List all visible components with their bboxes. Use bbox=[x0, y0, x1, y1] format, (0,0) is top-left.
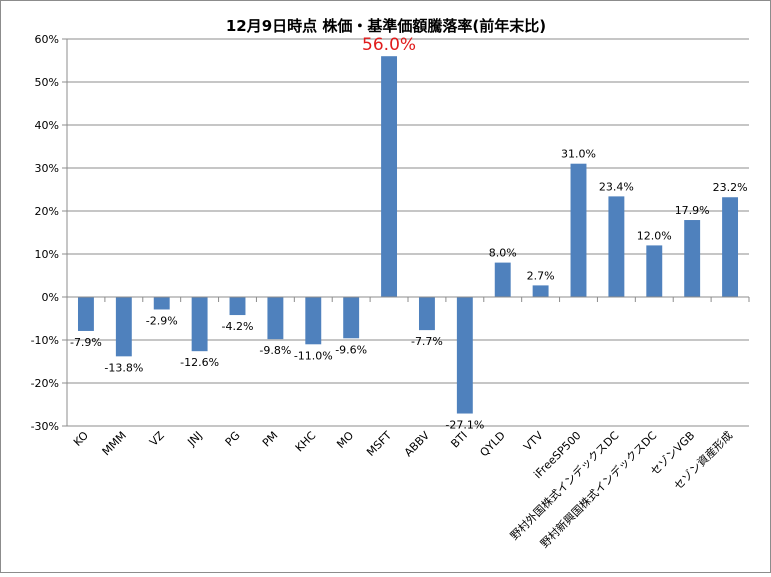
bar bbox=[153, 297, 170, 310]
bar bbox=[494, 262, 511, 297]
data-label: 23.4% bbox=[599, 180, 634, 193]
y-tick-label: -10% bbox=[31, 334, 59, 347]
bar bbox=[191, 297, 208, 352]
data-label: -7.9% bbox=[70, 336, 102, 349]
data-label: -2.9% bbox=[146, 314, 178, 327]
bar bbox=[456, 297, 473, 414]
data-label: -7.7% bbox=[411, 335, 443, 348]
y-tick-label: 20% bbox=[35, 205, 59, 218]
x-tick-label: VZ bbox=[147, 429, 167, 449]
bar bbox=[267, 297, 284, 340]
data-label: 31.0% bbox=[561, 148, 596, 161]
y-tick-label: 30% bbox=[35, 162, 59, 175]
data-label: -4.2% bbox=[222, 320, 254, 333]
bar bbox=[77, 297, 94, 331]
chart-title: 12月9日時点 株価・基準価額騰落率(前年末比) bbox=[226, 17, 546, 35]
data-label: -11.0% bbox=[294, 349, 333, 362]
x-tick-label: BTI bbox=[448, 429, 470, 451]
data-label: 56.0% bbox=[362, 35, 416, 55]
data-label: -9.6% bbox=[335, 343, 367, 356]
x-tick-label: PG bbox=[223, 429, 243, 449]
data-label: 8.0% bbox=[489, 247, 517, 260]
x-tick-label: ABBV bbox=[402, 429, 433, 460]
data-labels: -7.9%-13.8% -2.9% -12.6% -4.2% -9.8% -11.0% -9… bbox=[70, 35, 748, 431]
y-tick-label: -20% bbox=[31, 377, 59, 390]
y-tick-label: 0% bbox=[42, 291, 59, 304]
bar bbox=[722, 197, 739, 297]
x-tick-label: MMM bbox=[100, 429, 129, 458]
data-label: 17.9% bbox=[675, 204, 710, 217]
y-tick-label: 60% bbox=[35, 33, 59, 46]
x-axis-tick-labels: KO MMM VZ JNJ PG PM KHC MO MSFT ABBV BTI QYLD VTViFr… bbox=[71, 428, 735, 550]
bar bbox=[115, 297, 132, 357]
data-label: 2.7% bbox=[527, 269, 555, 282]
y-tick-label: 40% bbox=[35, 119, 59, 132]
bar bbox=[684, 220, 701, 297]
x-tick-label: KHC bbox=[293, 429, 319, 455]
bar bbox=[343, 297, 360, 339]
bar bbox=[418, 297, 435, 331]
x-tick-label: MSFT bbox=[364, 429, 394, 459]
bars bbox=[77, 56, 739, 414]
y-tick-label: 50% bbox=[35, 76, 59, 89]
x-tick-label: QYLD bbox=[477, 429, 507, 459]
x-tick-label: MO bbox=[334, 429, 356, 451]
bar bbox=[646, 245, 663, 297]
data-label: -9.8% bbox=[259, 344, 291, 357]
bar bbox=[305, 297, 322, 345]
bar bbox=[570, 163, 587, 297]
gridlines bbox=[62, 38, 750, 427]
data-label: -13.8% bbox=[104, 361, 143, 374]
x-tick-label: VTV bbox=[521, 429, 546, 454]
data-label: 12.0% bbox=[637, 229, 672, 242]
y-tick-label: 10% bbox=[35, 248, 59, 261]
data-label: -12.6% bbox=[180, 356, 219, 369]
x-tick-label: JNJ bbox=[184, 429, 204, 449]
bar bbox=[229, 297, 246, 316]
data-label: 23.2% bbox=[713, 181, 748, 194]
data-label: -27.1% bbox=[445, 419, 484, 432]
y-tick-label: -30% bbox=[31, 420, 59, 433]
bar bbox=[381, 56, 398, 298]
y-axis-tick-labels: -30% -20% -10% 0% 10% 20% 30% 40% 50% 60% bbox=[31, 33, 59, 433]
x-tick-label: PM bbox=[260, 429, 281, 450]
bar bbox=[608, 196, 625, 297]
x-tick-label: KO bbox=[71, 429, 91, 449]
bar bbox=[532, 285, 549, 297]
